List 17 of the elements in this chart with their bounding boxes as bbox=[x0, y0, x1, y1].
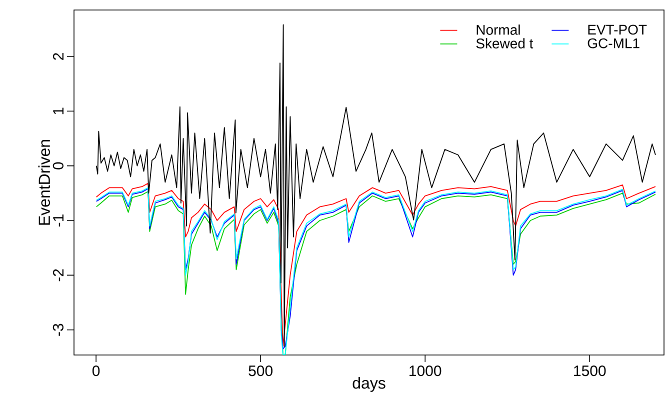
legend-label: Skewed t bbox=[476, 38, 534, 48]
y-tick-label: -3 bbox=[52, 324, 64, 336]
y-tick-label: 2 bbox=[53, 53, 64, 60]
y-tick-label: 1 bbox=[53, 108, 64, 114]
legend-label: Normal bbox=[476, 24, 520, 35]
x-tick-label: 0 bbox=[92, 366, 100, 376]
y-axis-title: EventDriven bbox=[38, 140, 50, 225]
y-tick-label: -1 bbox=[53, 214, 64, 226]
x-tick-label: 1500 bbox=[574, 366, 606, 376]
y-tick-label: -2 bbox=[53, 269, 64, 282]
line-series bbox=[96, 24, 656, 347]
y-tick-label: 0 bbox=[52, 162, 64, 170]
legend-label: GC-ML1 bbox=[588, 38, 640, 48]
x-tick-label: 1000 bbox=[410, 366, 442, 376]
x-tick-label: 500 bbox=[248, 366, 272, 376]
x-axis-title: days bbox=[352, 376, 386, 392]
legend-label: EVT-POT bbox=[588, 24, 647, 35]
